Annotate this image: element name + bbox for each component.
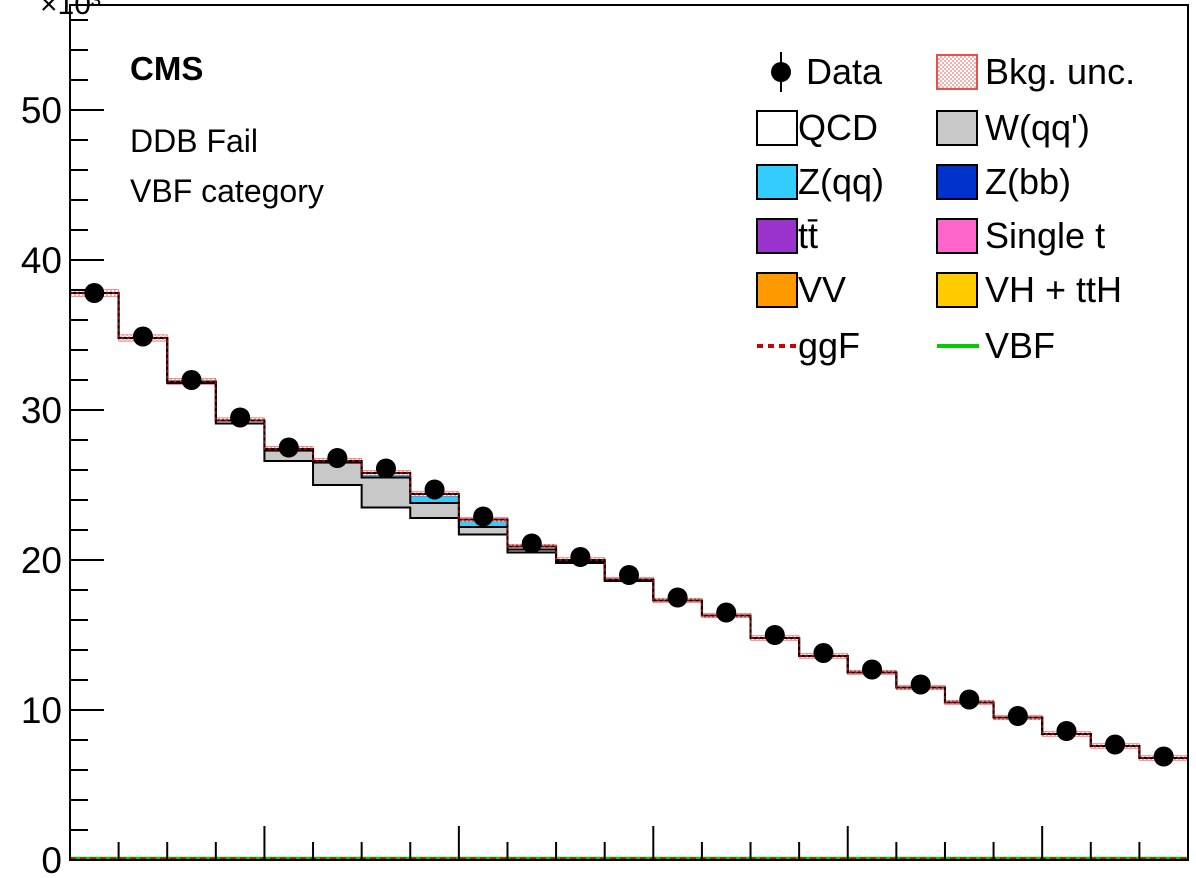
legend-swatch [936, 110, 978, 146]
y-tick-label: 50 [21, 90, 62, 131]
data-point [667, 587, 688, 608]
axis-multiplier: ×10³ [40, 0, 101, 21]
data-point [570, 547, 591, 567]
wqq-bin [313, 462, 362, 485]
legend-label: Bkg. unc. [985, 51, 1135, 92]
data-point [132, 326, 153, 347]
data-point [862, 659, 883, 680]
data-point [473, 506, 494, 527]
wqq-bin [458, 527, 508, 535]
data-point [910, 674, 931, 695]
legend-entry: QCD [756, 107, 878, 148]
legend-label: VV [798, 269, 846, 310]
axes: 0 10 20 30 40 50 [21, 19, 1189, 878]
legend-label: Z(qq) [798, 161, 884, 202]
data-point [230, 407, 251, 428]
legend-entry: Bkg. unc. [936, 51, 1135, 92]
legend-entry: VH + ttH [936, 269, 1122, 310]
legend-entry: Data [771, 51, 883, 92]
legend-swatch [756, 164, 798, 200]
data-point [375, 458, 396, 479]
legend-swatch [756, 110, 798, 146]
legend-entry: VBF [937, 325, 1055, 366]
legend-swatch [936, 218, 978, 254]
legend-label: W(qq') [985, 107, 1090, 148]
legend-data-marker [771, 62, 791, 82]
data-point [959, 689, 980, 710]
data-point [521, 533, 542, 554]
data-point [424, 479, 445, 500]
plot-frame [69, 4, 1189, 861]
legend-label: Data [806, 51, 883, 92]
data-point [84, 283, 105, 303]
legend-entry: Z(bb) [936, 161, 1071, 202]
data-point [1056, 721, 1077, 741]
legend-swatch [936, 164, 978, 200]
legend-swatch [936, 272, 978, 308]
y-tick-label: 10 [21, 690, 62, 731]
data-points [84, 283, 1174, 767]
legend-entry: Single t [936, 215, 1105, 256]
wqq-bin [361, 477, 411, 508]
y-tick-label: 0 [41, 840, 62, 878]
annotation-selection: DDB Fail [130, 123, 258, 159]
data-point [1105, 734, 1126, 755]
total-dotted-outline [70, 292, 1188, 759]
legend-label: VBF [985, 325, 1055, 366]
legend-swatch [756, 218, 798, 254]
data-point [327, 448, 348, 468]
legend-swatch [756, 272, 798, 308]
legend-entry: VV [756, 269, 846, 310]
data-point [764, 625, 785, 645]
y-tick-label: 20 [21, 540, 62, 581]
annotation-category: VBF category [130, 173, 324, 209]
data-point [181, 370, 202, 390]
legend-entry: W(qq') [936, 107, 1090, 148]
legend-label: tt̄ [798, 215, 818, 256]
legend-label: VH + ttH [985, 269, 1122, 310]
legend-entry: Z(qq) [756, 161, 884, 202]
legend-swatch [936, 54, 978, 90]
data-point [1153, 746, 1174, 767]
legend-label: Z(bb) [985, 161, 1071, 202]
data-point [278, 437, 299, 458]
data-point [619, 565, 639, 585]
legend-entry: tt̄ [756, 215, 818, 256]
y-tick-label: 30 [21, 390, 62, 431]
y-tick-label: 40 [21, 240, 62, 281]
legend: Data Bkg. unc. QCD W(qq') Z(qq) Z(bb) tt̄ Singl… [756, 51, 1135, 366]
data-point [813, 643, 834, 663]
legend-label: Single t [985, 215, 1105, 256]
data-point [1007, 706, 1028, 726]
legend-label: ggF [798, 325, 860, 366]
legend-entry: ggF [757, 325, 860, 366]
legend-label: QCD [798, 107, 878, 148]
data-point [716, 602, 737, 623]
experiment-label: CMS [130, 50, 203, 87]
wqq-bin [410, 503, 459, 518]
